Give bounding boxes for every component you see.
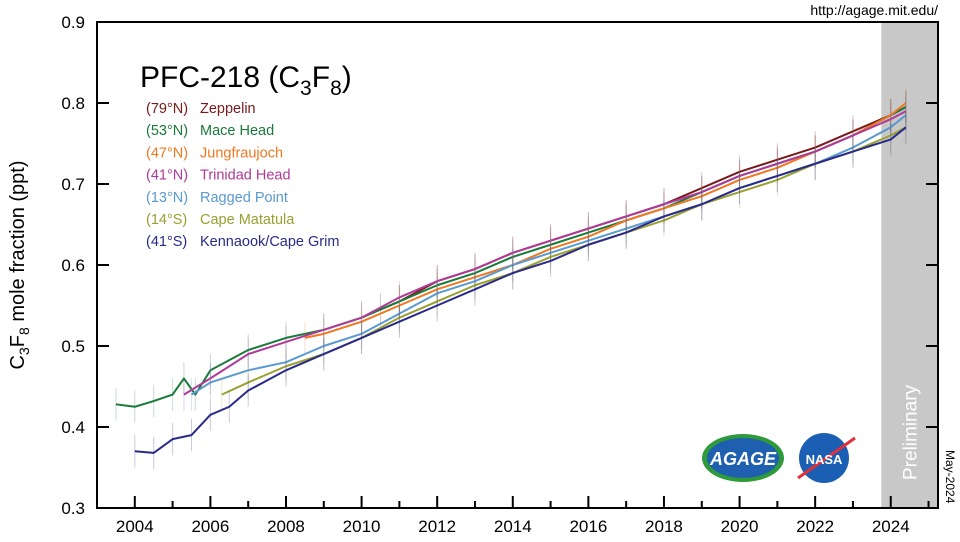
svg-text:AGAGE: AGAGE (709, 449, 777, 469)
x-tick-label: 2012 (418, 517, 456, 536)
legend-latitude: (53°N) (146, 123, 188, 139)
legend-latitude: (47°N) (146, 145, 188, 161)
series-mace-head (115, 90, 907, 423)
legend-label: Mace Head (200, 123, 274, 139)
x-tick-label: 2018 (645, 517, 683, 536)
agage-logo: AGAGE (702, 434, 784, 482)
series-jungfraujoch (304, 86, 907, 355)
y-tick-label: 0.7 (61, 175, 85, 194)
axes: 2004 2006 2008 2010 2012 2014 2016 2018 2020 2022… (61, 13, 938, 536)
y-tick-label: 0.6 (61, 256, 85, 275)
series-trinidad-head (183, 94, 907, 411)
x-tick-label: 2014 (494, 517, 532, 536)
legend-latitude: (79°N) (146, 101, 188, 117)
legend-label: Ragged Point (200, 190, 288, 206)
y-tick-label: 0.4 (61, 418, 85, 437)
chart-title: PFC-218 (C3F8) (140, 61, 352, 100)
series-line (134, 126, 907, 454)
legend-label: Jungfraujoch (200, 145, 283, 161)
x-tick-label: 2016 (569, 517, 607, 536)
series-group (115, 86, 907, 470)
y-tick-label: 0.9 (61, 13, 85, 32)
legend-label: Kennaook/Cape Grim (200, 234, 339, 250)
nasa-logo: NASA (797, 433, 856, 483)
date-stamp: May-2024 (943, 450, 957, 504)
x-tick-label: 2006 (191, 517, 229, 536)
y-axis-label: C3F8 mole fraction (ppt) (7, 161, 32, 370)
legend-label: Cape Matatula (200, 212, 295, 228)
legend-latitude: (41°S) (146, 234, 187, 250)
legend-label: Trinidad Head (200, 168, 291, 184)
y-tick-label: 0.5 (61, 337, 85, 356)
x-tick-label: 2004 (116, 517, 154, 536)
y-tick-label: 0.3 (61, 499, 85, 518)
series-line (183, 110, 907, 396)
svg-text:NASA: NASA (806, 452, 843, 467)
series-kennaook-cape-grim (134, 111, 907, 470)
legend-label: Zeppelin (200, 101, 256, 117)
legend-latitude: (13°N) (146, 190, 188, 206)
x-tick-label: 2010 (343, 517, 381, 536)
preliminary-label: Preliminary (901, 384, 922, 480)
source-url[interactable]: http://agage.mit.edu/ (810, 2, 938, 18)
x-tick-label: 2020 (721, 517, 759, 536)
series-zeppelin (379, 90, 907, 326)
legend: (79°N) Zeppelin (53°N) Mace Head (47°N) Jungf… (146, 101, 339, 250)
plot-frame (96, 21, 939, 509)
x-tick-label: 2008 (267, 517, 305, 536)
y-tick-label: 0.8 (61, 94, 85, 113)
legend-latitude: (41°N) (146, 168, 188, 184)
x-tick-label: 2022 (796, 517, 834, 536)
legend-latitude: (14°S) (146, 212, 187, 228)
x-tick-label: 2024 (872, 517, 910, 536)
